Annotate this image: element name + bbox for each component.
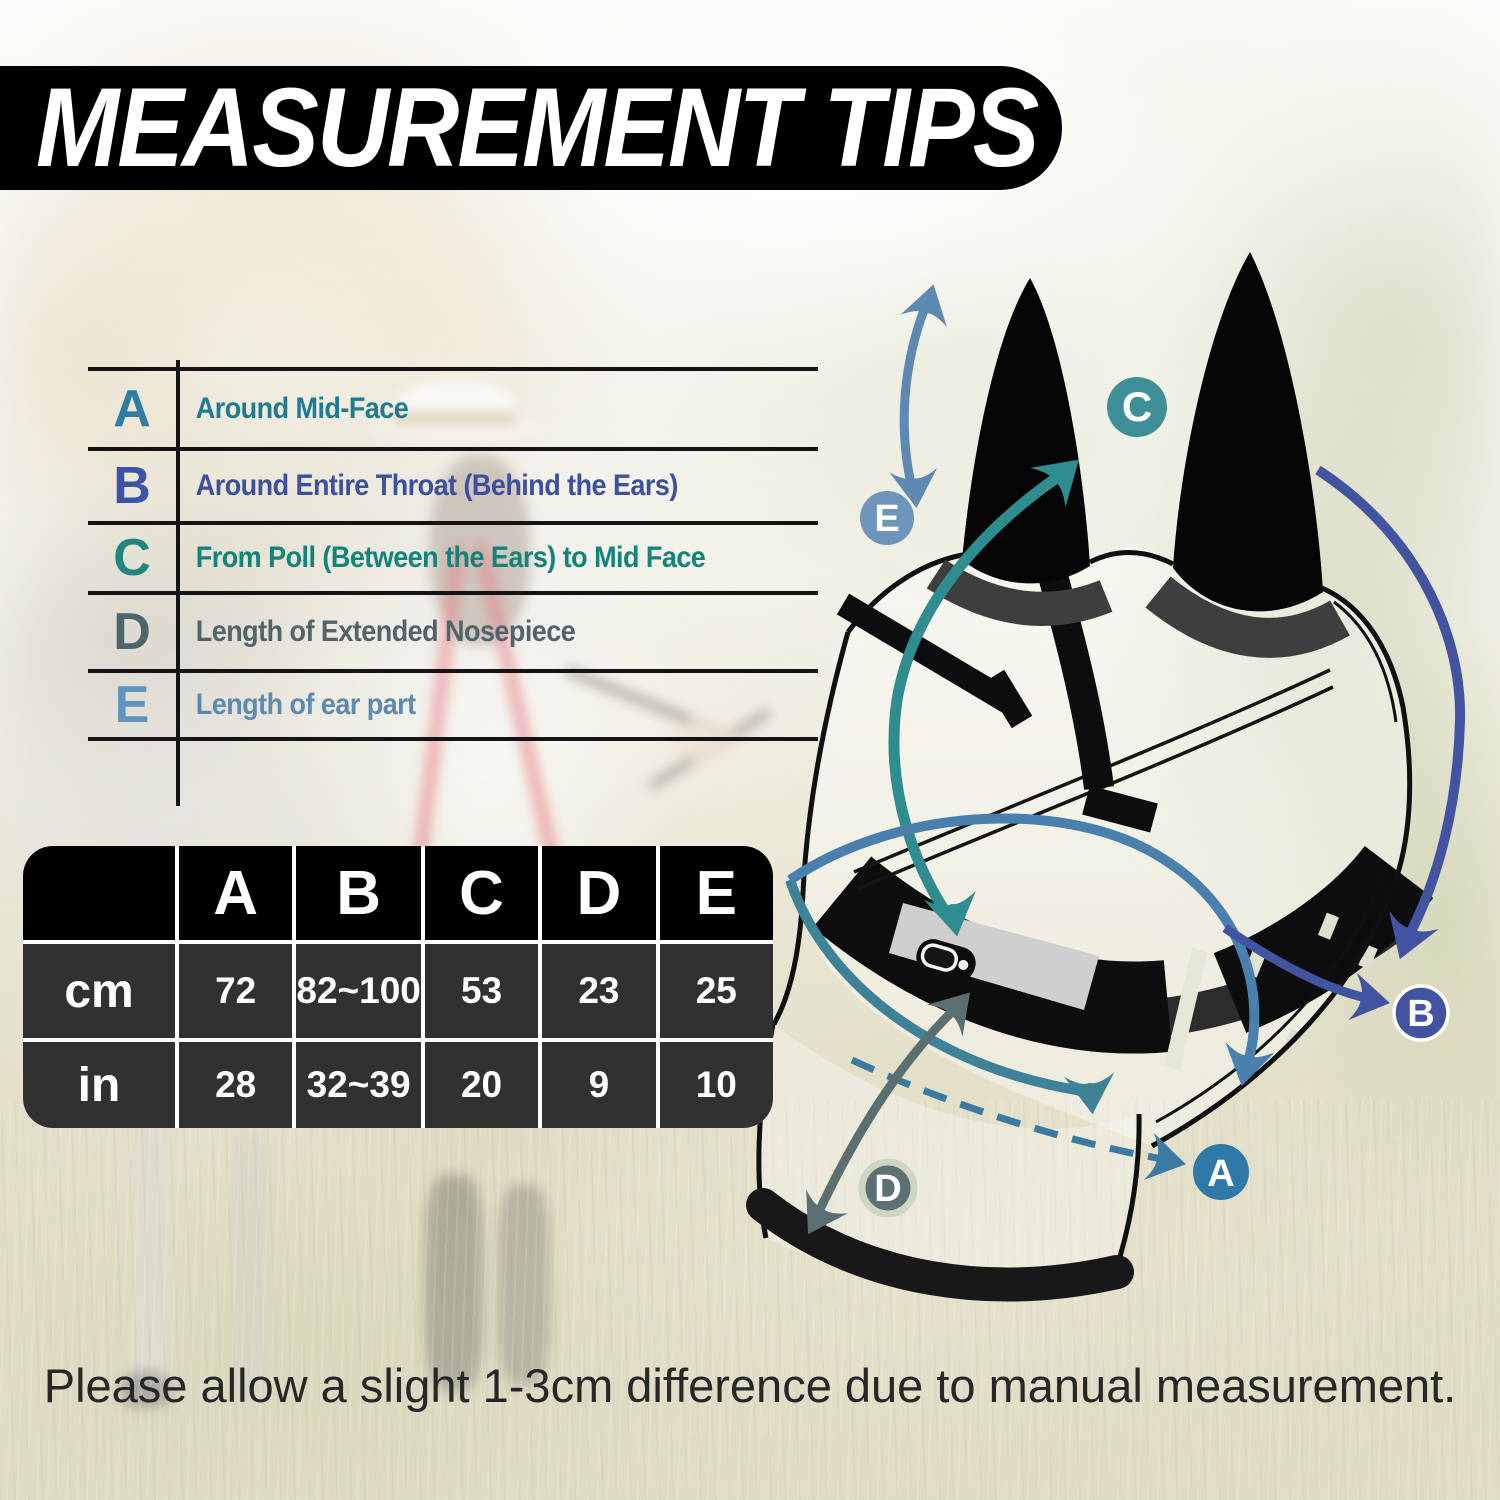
size-table-header-e: E: [659, 846, 773, 940]
legend-key-a: A: [113, 380, 151, 438]
size-row-unit-in: in: [23, 1042, 175, 1128]
size-cell-in-d: 9: [542, 1042, 656, 1128]
legend-divider-line: [176, 360, 180, 806]
legend-label-e: Length of ear part: [195, 688, 416, 721]
size-table-header-d: D: [542, 846, 656, 940]
legend-row-e: E Length of ear part: [88, 673, 818, 741]
legend-label-d: Length of Extended Nosepiece: [195, 615, 576, 648]
size-cell-in-b: 32~39: [296, 1042, 421, 1128]
size-row-unit-cm: cm: [23, 944, 175, 1038]
legend-label-a: Around Mid-Face: [195, 392, 409, 425]
page-title: MEASUREMENT TIPS: [36, 64, 1039, 191]
measurement-disclaimer: Please allow a slight 1-3cm difference d…: [43, 1359, 1457, 1412]
size-table-header-c: C: [424, 846, 539, 940]
measurement-legend: A Around Mid-Face B Around Entire Throat…: [88, 367, 818, 741]
size-table-corner: [23, 846, 175, 940]
legend-row-c: C From Poll (Between the Ears) to Mid Fa…: [88, 525, 818, 595]
legend-key-b: B: [113, 457, 151, 515]
legend-key-d: D: [113, 603, 151, 661]
legend-label-c: From Poll (Between the Ears) to Mid Face: [195, 541, 706, 574]
legend-key-e: E: [114, 676, 150, 734]
size-cell-cm-a: 72: [179, 944, 293, 1038]
size-table-header-b: B: [296, 846, 421, 940]
size-cell-cm-d: 23: [542, 944, 656, 1038]
legend-row-a: A Around Mid-Face: [88, 371, 818, 451]
size-table: A B C D E cm 72 82~100 53 23 25 in 28 32…: [23, 846, 773, 1128]
title-banner: MEASUREMENT TIPS: [0, 64, 1062, 191]
size-table-header-a: A: [179, 846, 293, 940]
size-cell-in-e: 10: [659, 1042, 773, 1128]
size-cell-cm-e: 25: [659, 944, 773, 1038]
size-cell-in-c: 20: [424, 1042, 539, 1128]
legend-label-b: Around Entire Throat (Behind the Ears): [195, 469, 679, 502]
legend-row-b: B Around Entire Throat (Behind the Ears): [88, 451, 818, 525]
legend-key-c: C: [113, 529, 151, 587]
size-cell-in-a: 28: [179, 1042, 293, 1128]
size-cell-cm-c: 53: [424, 944, 539, 1038]
size-cell-cm-b: 82~100: [296, 944, 421, 1038]
legend-row-d: D Length of Extended Nosepiece: [88, 595, 818, 673]
